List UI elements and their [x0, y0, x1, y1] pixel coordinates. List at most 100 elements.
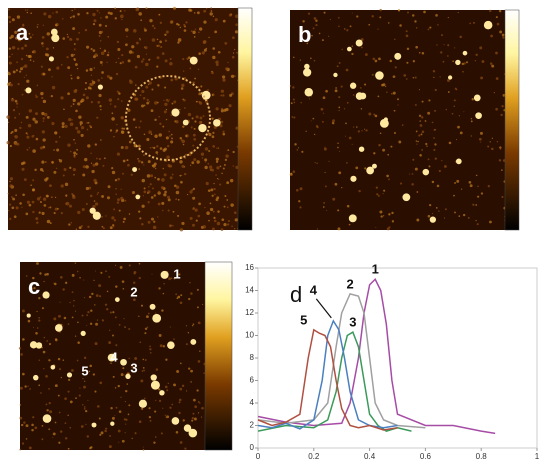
- texture: [98, 157, 101, 161]
- texture: [393, 131, 397, 135]
- texture: [209, 207, 214, 212]
- texture: [397, 9, 401, 12]
- texture: [78, 115, 82, 119]
- texture: [68, 378, 71, 381]
- texture: [95, 162, 99, 166]
- texture: [189, 67, 192, 70]
- texture: [320, 107, 324, 111]
- texture: [169, 326, 171, 328]
- texture: [203, 372, 205, 374]
- texture: [79, 276, 81, 279]
- texture: [184, 153, 188, 156]
- texture: [74, 142, 77, 144]
- texture: [116, 123, 118, 126]
- texture: [27, 319, 31, 323]
- texture: [101, 71, 104, 74]
- texture: [191, 416, 194, 420]
- particle: [50, 364, 56, 370]
- texture: [20, 67, 23, 71]
- texture: [32, 326, 34, 328]
- texture: [331, 121, 335, 125]
- texture: [7, 72, 11, 76]
- texture: [26, 148, 29, 151]
- texture: [144, 327, 148, 331]
- texture: [213, 216, 216, 219]
- texture: [314, 161, 316, 164]
- texture: [70, 221, 73, 224]
- texture: [125, 389, 128, 393]
- texture: [78, 226, 82, 230]
- texture: [63, 168, 67, 172]
- texture: [210, 7, 213, 9]
- texture: [124, 10, 126, 12]
- texture: [143, 164, 145, 166]
- texture: [454, 182, 457, 184]
- texture: [217, 178, 220, 180]
- texture: [293, 101, 296, 104]
- particle: [462, 50, 468, 56]
- texture: [76, 76, 80, 80]
- texture: [101, 77, 103, 79]
- texture: [475, 174, 478, 177]
- texture: [197, 412, 200, 414]
- marker-label: 1: [173, 266, 180, 281]
- texture: [6, 115, 10, 119]
- texture: [101, 195, 104, 198]
- texture: [44, 273, 47, 276]
- texture: [92, 49, 96, 52]
- texture: [418, 134, 421, 137]
- texture: [148, 130, 152, 134]
- particle: [394, 52, 402, 60]
- texture: [159, 21, 162, 24]
- texture: [35, 331, 38, 335]
- texture: [71, 291, 74, 294]
- texture: [91, 169, 95, 174]
- texture: [160, 45, 163, 49]
- texture: [73, 138, 75, 141]
- texture: [138, 210, 141, 213]
- texture: [207, 89, 209, 91]
- profile-line: [257, 328, 398, 431]
- texture: [141, 204, 145, 208]
- texture: [7, 121, 10, 123]
- texture: [391, 220, 395, 223]
- texture: [62, 325, 64, 327]
- texture: [163, 193, 167, 197]
- texture: [105, 427, 108, 430]
- texture: [222, 75, 226, 79]
- texture: [428, 99, 431, 102]
- texture: [177, 38, 182, 42]
- particle: [304, 63, 310, 70]
- texture: [121, 54, 124, 57]
- texture: [447, 91, 450, 93]
- texture: [84, 88, 87, 91]
- texture: [215, 174, 217, 176]
- texture: [201, 51, 205, 55]
- texture: [419, 154, 422, 157]
- texture: [69, 166, 72, 169]
- texture: [409, 173, 411, 175]
- texture: [99, 39, 102, 42]
- texture: [131, 365, 135, 369]
- texture: [146, 98, 149, 102]
- texture: [42, 120, 45, 123]
- texture: [138, 420, 142, 424]
- texture: [149, 18, 153, 23]
- texture: [156, 45, 159, 47]
- texture: [140, 19, 143, 22]
- texture: [75, 153, 78, 155]
- texture: [214, 18, 218, 22]
- texture: [188, 8, 192, 12]
- texture: [155, 151, 159, 154]
- texture: [56, 66, 60, 70]
- texture: [332, 197, 336, 201]
- particle: [455, 59, 461, 66]
- texture: [107, 36, 109, 38]
- texture: [196, 160, 200, 164]
- texture: [323, 147, 327, 151]
- texture: [114, 316, 117, 319]
- texture: [194, 208, 198, 212]
- texture: [104, 24, 108, 28]
- texture: [112, 352, 114, 354]
- texture: [36, 310, 38, 313]
